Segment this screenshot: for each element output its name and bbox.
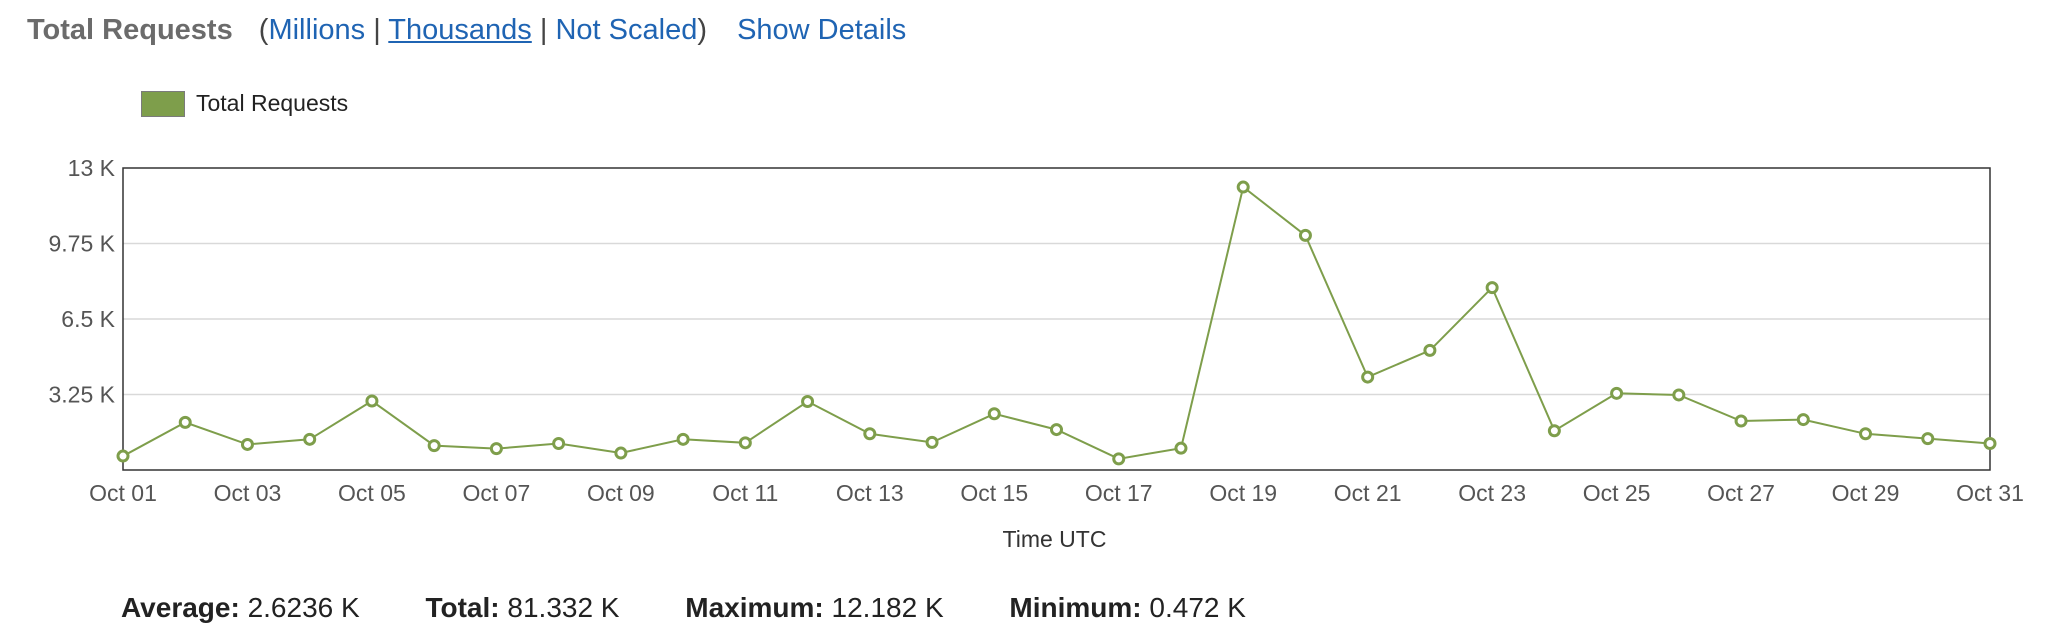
stat-minimum-value: 0.472 K — [1149, 592, 1246, 623]
data-point — [240, 437, 254, 451]
data-point — [1112, 452, 1126, 466]
data-point — [1050, 423, 1063, 437]
scale-millions-link[interactable]: Millions — [268, 14, 366, 46]
stat-minimum: Minimum: 0.472 K — [1009, 592, 1246, 623]
scale-not-scaled-link[interactable]: Not Scaled — [555, 14, 698, 46]
x-tick-label: Oct 03 — [214, 480, 282, 506]
stat-total-value: 81.332 K — [507, 592, 620, 623]
x-tick-label: Oct 13 — [836, 480, 904, 506]
data-point — [1298, 228, 1312, 242]
data-point — [116, 449, 130, 463]
line-chart: 3.25 K 6.5 K 9.75 K 13 K Oct 01 Oct 03 Oct 05 O… — [49, 155, 2024, 552]
legend-swatch — [141, 90, 185, 117]
x-tick-label: Oct 11 — [712, 480, 778, 506]
x-tick-label: Oct 29 — [1832, 480, 1900, 506]
x-tick-label: Oct 21 — [1334, 480, 1402, 506]
close-paren: ) — [697, 14, 707, 46]
x-tick-label: Oct 23 — [1458, 480, 1526, 506]
data-point — [1610, 386, 1624, 400]
chart-title: Total Requests — [27, 14, 233, 46]
plot-border — [122, 167, 1991, 471]
data-point — [1796, 413, 1810, 427]
stats-bar: Average: 2.6236 K Total: 81.332 K Maximu… — [121, 592, 1304, 624]
stat-average-value: 2.6236 K — [247, 592, 360, 623]
stat-total-label: Total: — [425, 592, 500, 623]
stat-average: Average: 2.6236 K — [121, 592, 360, 623]
y-tick-label: 3.25 K — [49, 382, 116, 408]
data-point — [303, 432, 317, 446]
data-point — [552, 437, 566, 451]
data-point — [863, 427, 877, 441]
open-paren: ( — [258, 14, 269, 46]
x-tick-label: Oct 09 — [587, 480, 655, 506]
y-tick-label: 13 K — [68, 155, 116, 181]
show-details-link[interactable]: Show Details — [737, 14, 907, 46]
scale-thousands-link[interactable]: Thousands — [388, 14, 532, 46]
data-point — [1423, 343, 1437, 357]
separator: | — [539, 14, 548, 46]
data-point — [1672, 388, 1686, 402]
data-point — [1547, 424, 1561, 438]
separator: | — [373, 14, 381, 46]
x-tick-label: Oct 19 — [1209, 480, 1277, 506]
chart-legend[interactable]: Total Requests — [141, 90, 348, 117]
x-axis-label: Time UTC — [1003, 526, 1107, 552]
x-tick-label: Oct 25 — [1583, 480, 1651, 506]
x-tick-label: Oct 27 — [1707, 480, 1775, 506]
x-tick-label: Oct 05 — [338, 480, 406, 506]
stat-minimum-label: Minimum: — [1009, 592, 1142, 623]
data-point — [1983, 437, 1997, 451]
data-point — [987, 407, 1001, 421]
x-tick-label: Oct 07 — [463, 480, 531, 506]
stat-average-label: Average: — [121, 592, 240, 623]
x-tick-label: Oct 17 — [1085, 480, 1153, 506]
data-point — [1174, 441, 1188, 455]
data-point — [738, 436, 752, 450]
x-tick-label: Oct 15 — [960, 480, 1028, 506]
data-point — [178, 415, 192, 429]
data-point — [614, 446, 628, 460]
series-line — [122, 185, 1991, 460]
data-point — [676, 432, 690, 446]
data-point — [1361, 370, 1375, 384]
data-point — [1734, 414, 1748, 428]
data-point — [365, 394, 379, 408]
y-tick-label: 6.5 K — [61, 306, 115, 332]
stat-maximum: Maximum: 12.182 K — [685, 592, 943, 623]
legend-label: Total Requests — [196, 90, 349, 116]
data-point — [801, 394, 815, 408]
x-tick-label: Oct 01 — [89, 480, 157, 506]
stat-maximum-value: 12.182 K — [831, 592, 944, 623]
y-tick-label: 9.75 K — [49, 231, 116, 257]
data-point — [925, 435, 939, 449]
data-point — [489, 442, 503, 456]
data-point — [1921, 432, 1935, 446]
data-point — [1236, 180, 1250, 194]
data-point — [1485, 281, 1499, 295]
stat-maximum-label: Maximum: — [685, 592, 824, 623]
stat-total: Total: 81.332 K — [425, 592, 619, 623]
chart-header: Total Requests (Millions | Thousands | N… — [27, 14, 906, 47]
data-point — [427, 439, 441, 453]
x-tick-label: Oct 31 — [1956, 480, 2024, 506]
data-point — [1859, 427, 1873, 441]
